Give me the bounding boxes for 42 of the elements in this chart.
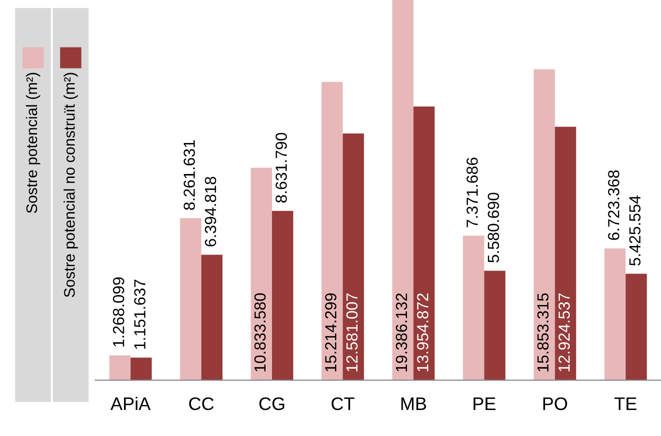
data-label: 6.723.368 <box>608 170 620 240</box>
bar <box>554 126 576 380</box>
bar <box>109 355 131 380</box>
data-label: 8.261.631 <box>184 140 195 210</box>
bar <box>250 168 272 380</box>
bar <box>626 274 647 380</box>
data-label: 10.833.580 <box>254 293 266 372</box>
data-label: 1.151.637 <box>134 280 146 349</box>
data-label: 5.580.690 <box>488 192 500 263</box>
legend-label: Sostre potencial (m²) <box>26 72 40 214</box>
bar <box>180 218 202 380</box>
data-label: 1.268.099 <box>112 277 124 346</box>
data-label: 12.924.537 <box>558 293 570 372</box>
bar <box>342 133 364 380</box>
bar <box>201 254 222 380</box>
bar <box>462 236 484 380</box>
x-tick-label: PE <box>474 398 496 410</box>
x-tick-label: CT <box>332 397 354 410</box>
bar <box>604 248 626 380</box>
bar <box>534 69 555 380</box>
data-label: 5.425.554 <box>629 196 641 266</box>
data-label: 13.954.872 <box>417 293 428 372</box>
bar <box>322 82 343 380</box>
data-label: 15.853.315 <box>537 293 549 372</box>
x-tick-label: MB <box>401 398 426 410</box>
data-label: 6.394.818 <box>204 176 216 246</box>
bar <box>392 0 414 380</box>
x-tick-label: CG <box>259 397 284 410</box>
bar <box>484 270 506 380</box>
bar <box>130 358 152 380</box>
data-label: 19.386.132 <box>396 293 408 372</box>
data-label: 12.581.007 <box>346 293 358 372</box>
x-tick-label: TE <box>614 398 636 410</box>
bar <box>272 210 294 380</box>
bar <box>413 106 435 380</box>
data-label: 8.631.790 <box>276 132 287 203</box>
x-tick-label: PO <box>543 397 568 410</box>
legend-label: Sostre potencial no construït (m²) <box>64 72 78 298</box>
data-label: 15.214.299 <box>325 293 336 372</box>
x-tick-label: CC <box>189 397 214 410</box>
data-label: 7.371.686 <box>466 158 478 228</box>
x-tick-label: APiA <box>110 396 151 410</box>
